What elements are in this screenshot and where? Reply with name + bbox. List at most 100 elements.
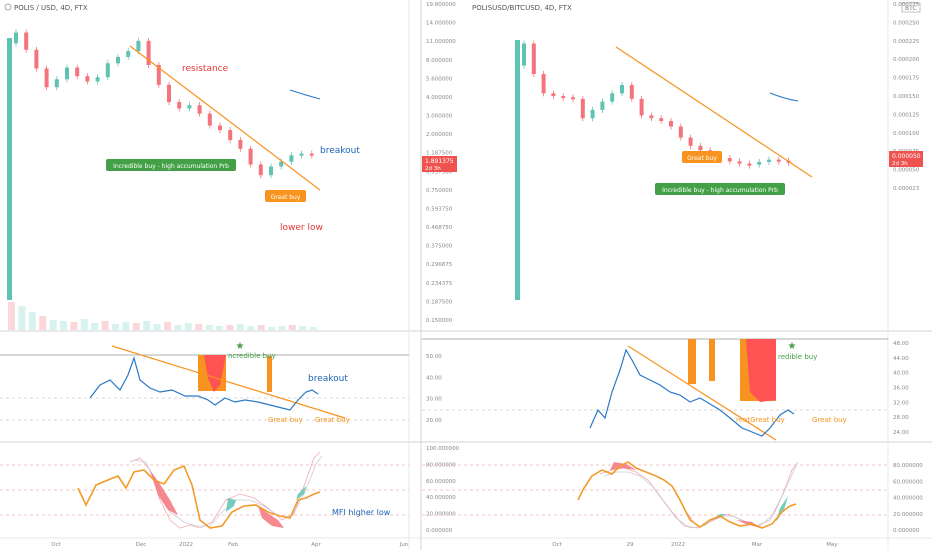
rsi-axis-label: 30.00 xyxy=(426,397,442,403)
price-axis-label: 0.937500 xyxy=(426,169,453,175)
candle xyxy=(228,130,233,141)
price-axis-label: 0.750000 xyxy=(426,188,453,194)
price-axis-label: 0.234375 xyxy=(426,281,453,287)
candle xyxy=(24,32,29,50)
price-axis-label: 19.800000 xyxy=(426,2,456,8)
left-mfi-axis: 100.000000 80.000000 60.000000 40.000000 20.… xyxy=(426,446,460,534)
volume-bar xyxy=(18,306,26,330)
candle-first xyxy=(7,38,12,300)
candle xyxy=(126,51,131,57)
candle xyxy=(279,161,284,167)
candle xyxy=(629,85,634,99)
candle xyxy=(747,163,752,166)
right-mfi-axis: 80.000000 60.000000 40.000000 20.000000 0.00… xyxy=(893,463,923,534)
price-axis-label: 0.468750 xyxy=(426,225,453,231)
volume-bar xyxy=(60,321,67,330)
left-chart-title: POLIS / USD, 4D, FTX xyxy=(14,4,88,12)
price-axis-label: 0.296875 xyxy=(426,262,453,268)
candle xyxy=(248,148,253,165)
candle xyxy=(187,105,192,109)
time-axis-label: Feb xyxy=(228,542,238,548)
rsi-axis-label: 32.00 xyxy=(893,400,909,406)
candle xyxy=(776,159,781,162)
candle xyxy=(238,140,243,149)
left-time-axis: Oct Dec 2022 Feb Apr Jun xyxy=(51,542,409,548)
price-axis-label: 0.000200 xyxy=(893,57,920,63)
left-rsi-axis: 50.00 40.00 30.00 20.00 xyxy=(426,354,442,424)
right-rsi-signal-1 xyxy=(688,339,696,384)
right-rsi-signal-red xyxy=(746,339,776,402)
volume-bar xyxy=(278,326,286,330)
volume-bar xyxy=(132,323,140,330)
right-price-tag-value: 0.000050 xyxy=(892,153,921,160)
incredible-buy-badge xyxy=(106,159,236,171)
candle xyxy=(678,126,683,138)
symbol-icon xyxy=(4,3,12,11)
left-rsi-great1: Great buy xyxy=(268,416,303,424)
left-rsi-signal-bar xyxy=(267,356,272,392)
mfi-axis-label: 60.000000 xyxy=(426,479,456,485)
price-axis-label: 5.600000 xyxy=(426,76,453,82)
candle xyxy=(531,43,536,74)
volume-bar xyxy=(236,324,244,330)
price-axis-label: 11.000000 xyxy=(426,39,456,45)
candle xyxy=(669,120,673,127)
candle xyxy=(54,79,59,88)
candle xyxy=(269,166,273,176)
left-rsi-breakout: breakout xyxy=(308,374,348,384)
volume-bar xyxy=(164,322,171,330)
volume-bar xyxy=(257,325,265,330)
rsi-axis-label: 40.00 xyxy=(426,375,442,381)
candle xyxy=(167,84,171,103)
price-axis-label: 0.150000 xyxy=(426,318,453,324)
price-axis-label: 0.000150 xyxy=(893,94,920,100)
candle xyxy=(218,125,222,131)
right-rsi-incredible: redible buy xyxy=(778,353,817,361)
price-axis-label: 1.187500 xyxy=(426,151,453,157)
price-axis-label: 0.000023 xyxy=(893,186,920,192)
rsi-axis-label: 48.00 xyxy=(893,341,909,347)
candle xyxy=(309,153,314,156)
time-axis-label: 29 xyxy=(627,542,634,548)
right-price-tag xyxy=(889,151,923,167)
volume-bar xyxy=(49,320,57,330)
mfi-fill xyxy=(258,506,284,528)
rsi-axis-label: 36.00 xyxy=(893,386,909,392)
time-axis-label: Oct xyxy=(51,542,61,548)
candle xyxy=(177,102,182,109)
mfi-axis-label: 20.000000 xyxy=(893,512,923,518)
right-incredible-text: Incredible buy - high accumulation Prb xyxy=(662,187,778,194)
right-rsi-great1: reatGreat buy xyxy=(736,416,785,424)
volume-bar xyxy=(174,325,182,330)
right-chart-title: POLISUSD/BITCUSD, 4D, FTX xyxy=(472,4,572,12)
left-projection-curve xyxy=(289,89,321,100)
time-axis-label: Dec xyxy=(136,542,147,548)
volume-bar xyxy=(288,325,296,330)
time-axis-label: 2022 xyxy=(671,542,685,548)
candle xyxy=(14,32,18,44)
mfi-fill xyxy=(680,500,700,528)
candle xyxy=(757,161,762,165)
right-great-buy-text: Great buy xyxy=(687,155,717,162)
candle xyxy=(551,93,556,97)
volume-bar xyxy=(91,323,99,330)
candle xyxy=(258,164,263,176)
left-rsi-line xyxy=(89,355,319,411)
price-axis-label: 2.000000 xyxy=(426,132,453,138)
price-axis-label: 0.000275 xyxy=(893,2,920,8)
candle xyxy=(698,145,703,151)
time-axis-label: Jun xyxy=(399,542,409,548)
mfi-axis-label: 60.000000 xyxy=(893,479,923,485)
candle xyxy=(620,85,624,94)
volume-bar xyxy=(268,327,275,330)
volume-bar xyxy=(184,323,192,330)
mfi-fill xyxy=(610,462,636,470)
right-resistance-line xyxy=(615,46,813,178)
candle xyxy=(289,155,294,162)
volume-bar xyxy=(247,326,255,330)
mfi-axis-label: 0.000000 xyxy=(893,528,920,534)
candle xyxy=(561,96,566,99)
right-mfi-fills xyxy=(610,462,788,528)
